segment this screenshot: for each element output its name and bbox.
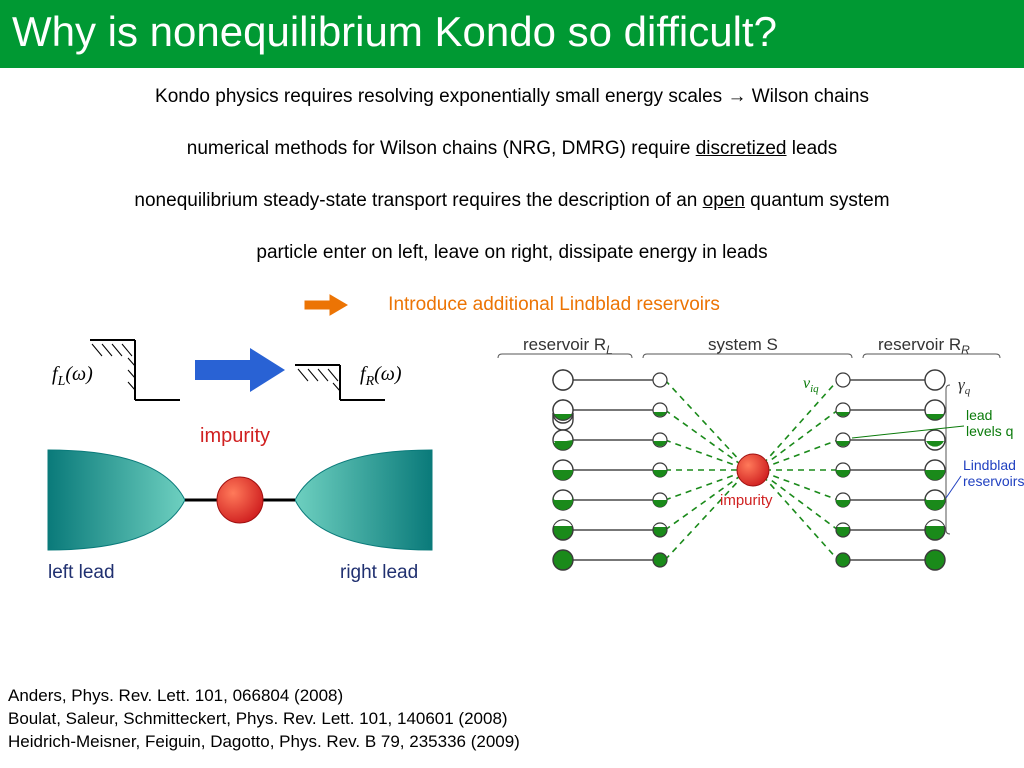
fL-step-icon [90, 340, 180, 400]
gamma-brace [946, 385, 950, 534]
system-S-label: system S [708, 335, 778, 354]
lindblad-label: Lindbladreservoirs ℛq [963, 457, 1024, 493]
bullet-3: nonequilibrium steady-state transport re… [30, 190, 994, 212]
dashed-links-left [665, 380, 743, 560]
lindblad-pointer [946, 476, 961, 498]
right-arrow-icon [304, 294, 348, 316]
gamma-label: γq [958, 375, 971, 397]
lead-levels-label: leadlevels q [966, 407, 1013, 439]
fR-label: fR(ω) [360, 363, 402, 389]
ref-2: Boulat, Saleur, Schmitteckert, Phys. Rev… [8, 708, 520, 731]
bullet-2u: discretized [696, 138, 787, 159]
lead-levels-pointer [852, 426, 964, 438]
bullet-5-row: Introduce additional Lindblad reservoirs [30, 294, 994, 316]
bullet-3a: nonequilibrium steady-state transport re… [134, 190, 702, 211]
right-lead-shape [295, 450, 432, 550]
diagram-right: reservoir RL system S reservoir RR [468, 330, 1024, 595]
bullet-1: Kondo physics requires resolving exponen… [30, 86, 994, 108]
bullet-1-pre: Kondo physics requires resolving exponen… [155, 86, 727, 107]
bullet-3b: quantum system [745, 190, 890, 211]
nodes-reservoir-L-fill [553, 370, 573, 570]
ref-3: Heidrich-Meisner, Feiguin, Dagotto, Phys… [8, 731, 520, 754]
slide-title: Why is nonequilibrium Kondo so difficult… [0, 0, 1024, 68]
impurity-dot-right [737, 454, 769, 486]
ref-1: Anders, Phys. Rev. Lett. 101, 066804 (20… [8, 685, 520, 708]
references: Anders, Phys. Rev. Lett. 101, 066804 (20… [8, 685, 520, 754]
bracket-S [643, 354, 852, 358]
bullet-1-post: Wilson chains [746, 86, 869, 107]
bullet-2: numerical methods for Wilson chains (NRG… [30, 138, 994, 160]
impurity-dot-left [217, 477, 263, 523]
bullet-5: Introduce additional Lindblad reservoirs [388, 294, 720, 316]
bullet-3u: open [703, 190, 745, 211]
right-lead-label: right lead [340, 562, 418, 583]
nodes-lead-R [836, 373, 850, 567]
nodes-lead-L [653, 373, 667, 567]
diagram-left: fL(ω) fR(ω) impurity [40, 330, 440, 595]
bracket-R [863, 354, 1000, 358]
bullet-4: particle enter on left, leave on right, … [30, 242, 994, 264]
v-iq-label: viq [803, 375, 819, 395]
fL-label: fL(ω) [52, 363, 93, 389]
left-lead-shape [48, 450, 185, 550]
solid-links-right [847, 380, 930, 560]
solid-links-left [568, 380, 656, 560]
flow-arrow-icon [195, 348, 285, 392]
slide-body: Kondo physics requires resolving exponen… [0, 68, 1024, 595]
bullet-2a: numerical methods for Wilson chains (NRG… [187, 138, 696, 159]
bullet-2b: leads [787, 138, 838, 159]
left-lead-label: left lead [48, 562, 115, 583]
impurity-label-left: impurity [200, 425, 270, 447]
dashed-links-right [763, 380, 838, 560]
nodes-reservoir-R [925, 370, 945, 570]
impurity-label-right: impurity [720, 492, 773, 509]
